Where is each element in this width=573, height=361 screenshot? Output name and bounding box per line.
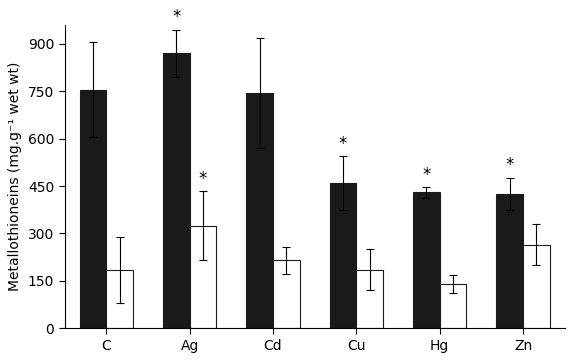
Text: *: * — [172, 8, 180, 26]
Text: *: * — [422, 166, 430, 183]
Bar — [413, 192, 439, 328]
Bar — [329, 183, 356, 328]
Bar — [246, 93, 273, 328]
Bar — [80, 90, 107, 328]
Bar — [356, 270, 383, 328]
Bar — [496, 194, 523, 328]
Bar — [190, 226, 217, 328]
Bar — [107, 270, 133, 328]
Text: *: * — [339, 135, 347, 153]
Bar — [523, 244, 550, 328]
Y-axis label: Metallothioneins (mg.g⁻¹ wet wt): Metallothioneins (mg.g⁻¹ wet wt) — [9, 62, 22, 291]
Bar — [439, 284, 466, 328]
Bar — [273, 260, 300, 328]
Text: *: * — [505, 156, 514, 174]
Text: *: * — [199, 170, 207, 188]
Bar — [163, 53, 190, 328]
